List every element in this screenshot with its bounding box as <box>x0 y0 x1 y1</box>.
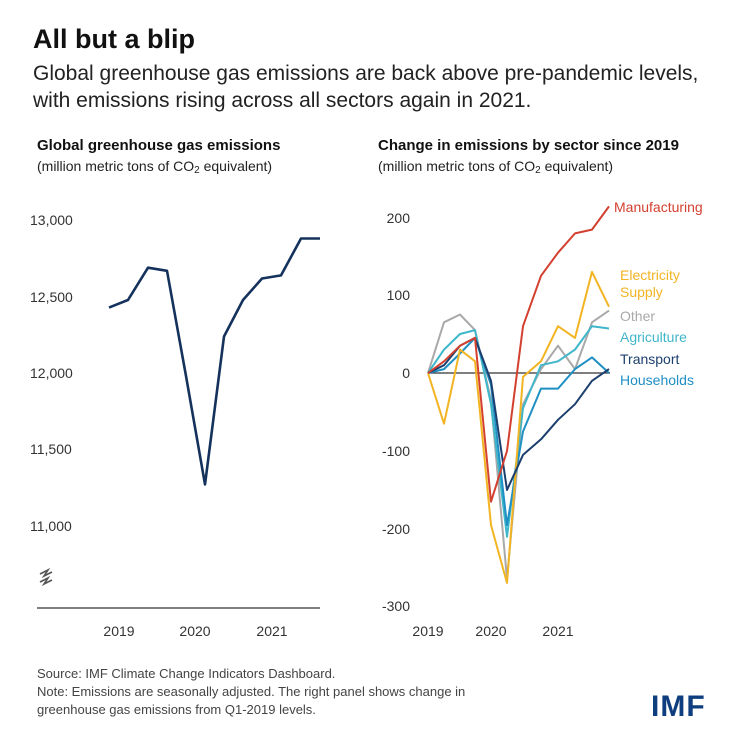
left-y-tick-0: 13,000 <box>30 212 73 228</box>
right-y-tick-1: 100 <box>387 287 411 303</box>
left-y-tick-3: 11,500 <box>30 441 72 457</box>
right-y-tick-2: 0 <box>402 365 410 381</box>
right-y-tick-5: -300 <box>382 598 410 614</box>
series-label-3-0: Agriculture <box>620 329 687 345</box>
series-label-0-0: Manufacturing <box>614 199 703 215</box>
source-note: Source: IMF Climate Change Indicators Da… <box>37 666 336 681</box>
series-label-4-0: Transport <box>620 351 680 367</box>
axis-break-icon <box>39 567 53 587</box>
right-series-line-0 <box>427 205 610 503</box>
left-y-tick-4: 11,000 <box>30 518 72 534</box>
left-x-tick-2: 2021 <box>256 623 287 639</box>
right-panel-unit: (million metric tons of CO2 equivalent) <box>378 158 614 176</box>
series-label-2-0: Other <box>620 308 655 324</box>
right-y-tick-4: -200 <box>382 521 410 537</box>
chart-subtitle: Global greenhouse gas emissions are back… <box>33 62 699 112</box>
series-label-1-0: Electricity <box>620 267 680 283</box>
right-series-line-1 <box>427 270 610 584</box>
chart-title: All but a blip <box>33 24 195 54</box>
left-panel-unit: (million metric tons of CO2 equivalent) <box>37 158 273 176</box>
note-line-1: Note: Emissions are seasonally adjusted.… <box>37 684 466 699</box>
right-panel-title: Change in emissions by sector since 2019 <box>378 137 679 154</box>
right-x-tick-2: 2021 <box>542 623 573 639</box>
right-y-tick-0: 200 <box>387 210 411 226</box>
left-y-tick-2: 12,000 <box>30 365 73 381</box>
note-line-2: greenhouse gas emissions from Q1-2019 le… <box>37 702 316 717</box>
right-x-tick-1: 2020 <box>475 623 506 639</box>
left-x-tick-1: 2020 <box>179 623 210 639</box>
left-y-tick-1: 12,500 <box>30 289 73 305</box>
left-panel-title: Global greenhouse gas emissions <box>37 137 281 154</box>
right-x-tick-0: 2019 <box>412 623 443 639</box>
series-label-1-1: Supply <box>620 284 663 300</box>
left-series-line-0 <box>108 237 320 486</box>
left-x-tick-0: 2019 <box>103 623 134 639</box>
series-label-5-0: Households <box>620 372 694 388</box>
imf-logo: IMF <box>651 690 706 723</box>
right-y-tick-3: -100 <box>382 443 410 459</box>
